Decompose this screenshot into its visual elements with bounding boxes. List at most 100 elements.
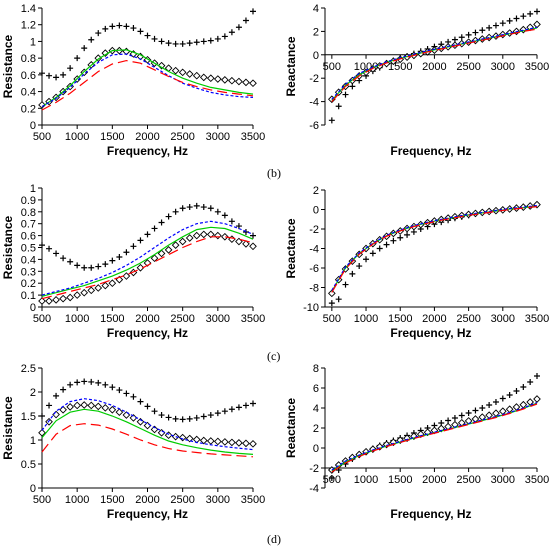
x-tick-label: 1000 [354, 474, 378, 486]
x-tick-label: 3500 [241, 131, 265, 143]
x-tick-label: 1500 [388, 313, 412, 325]
plus-point [186, 204, 193, 211]
chart-5: 0 0.5 1 1.5 2 2.5 500 1000 1500 2000 2500 3000 3500 F… [1, 363, 265, 521]
y-tick-label: 2.5 [21, 363, 36, 375]
x-tick-label: 2000 [422, 474, 446, 486]
diamond-point [362, 447, 370, 456]
series-line [41, 220, 254, 296]
diamond-point [249, 242, 257, 251]
plus-point [116, 22, 123, 29]
diamond-point [136, 263, 145, 272]
plus-point [109, 257, 116, 264]
series-5-dash-long [41, 423, 254, 458]
diamond-point [101, 404, 110, 412]
plus-point [81, 378, 88, 385]
plus-point [342, 281, 349, 288]
plus-point [506, 392, 513, 398]
diamond-point [115, 408, 124, 416]
series-line [41, 49, 254, 108]
series-5-dash-long [41, 236, 254, 300]
plus-point [123, 390, 130, 397]
diamond-point [171, 432, 180, 441]
y-tick-label: 1.4 [21, 3, 36, 15]
diamond-point [150, 425, 159, 434]
plus-point [397, 234, 404, 241]
diamond-point [122, 272, 131, 280]
plus-point [207, 412, 214, 419]
diamond-point [178, 433, 187, 442]
plus-point [130, 25, 137, 32]
diamond-point [45, 297, 53, 305]
diamond-point [192, 231, 201, 240]
series-5-dash-long [331, 403, 538, 473]
diamond-point [533, 20, 541, 29]
plus-point [207, 205, 214, 212]
x-tick-label: 2500 [456, 313, 480, 325]
y-axis-label: Resistance [1, 215, 15, 279]
plus-point [335, 296, 342, 303]
y-tick-label: 0 [313, 443, 319, 455]
diamond-point [66, 403, 74, 411]
plus-point [404, 231, 411, 238]
diamond-point [192, 71, 201, 80]
diamond-point [221, 438, 229, 446]
diamond-point [178, 237, 187, 246]
y-tick-label: 0.2 [21, 103, 36, 115]
x-tick-label: 1500 [100, 494, 124, 506]
plus-point [465, 410, 472, 416]
plus-point [228, 406, 235, 413]
plus-point [95, 379, 102, 386]
x-tick-label: 2500 [170, 313, 194, 325]
x-tick-label: 3500 [525, 313, 549, 325]
y-tick-label: 0.9 [21, 195, 36, 207]
plus-point [376, 245, 383, 252]
y-tick-label: -2 [309, 73, 319, 85]
plus-point [214, 410, 221, 417]
plus-point [179, 416, 186, 423]
series-5-dash-long [41, 59, 254, 111]
plus-point [465, 31, 472, 38]
x-tick-label: 2000 [422, 61, 446, 73]
series-4-dash-short [331, 401, 538, 471]
plus-point [242, 402, 249, 409]
diamond-point [519, 400, 528, 409]
series-line [41, 423, 254, 458]
plus-point [137, 237, 144, 244]
plus-point [193, 414, 200, 421]
y-tick-label: -4 [309, 244, 319, 256]
y-tick-label: 0 [313, 50, 319, 62]
series-4-dash-short [41, 398, 254, 451]
series-2-diamond [328, 200, 541, 298]
series-2-diamond [328, 395, 541, 474]
x-tick-label: 2500 [170, 494, 194, 506]
plus-point [235, 24, 242, 31]
diamond-point [492, 32, 500, 40]
series-line [41, 59, 254, 111]
panel-label-b: (b) [267, 166, 281, 180]
series-line [41, 226, 254, 297]
y-tick-label: 4 [313, 403, 319, 415]
diamond-point [157, 428, 166, 437]
x-tick-label: 2000 [422, 313, 446, 325]
y-tick-label: 0.4 [21, 87, 36, 99]
y-tick-label: 0.5 [21, 459, 36, 471]
x-tick-label: 3000 [206, 313, 230, 325]
plus-point [130, 393, 137, 400]
y-axis-label: Reactance [284, 398, 298, 458]
plus-point [451, 415, 458, 421]
diamond-point [206, 230, 215, 239]
plus-point [39, 413, 45, 419]
diamond-point [164, 246, 173, 254]
diamond-point [101, 49, 110, 57]
diamond-point [38, 101, 46, 109]
x-axis-label: Frequency, Hz [390, 326, 471, 340]
x-tick-label: 1500 [100, 313, 124, 325]
plus-point [221, 408, 228, 415]
diamond-point [485, 33, 493, 42]
y-axis-label: Reactance [284, 218, 298, 278]
y-tick-label: -6 [309, 263, 319, 275]
diamond-point [235, 439, 243, 447]
plus-point [193, 39, 200, 46]
